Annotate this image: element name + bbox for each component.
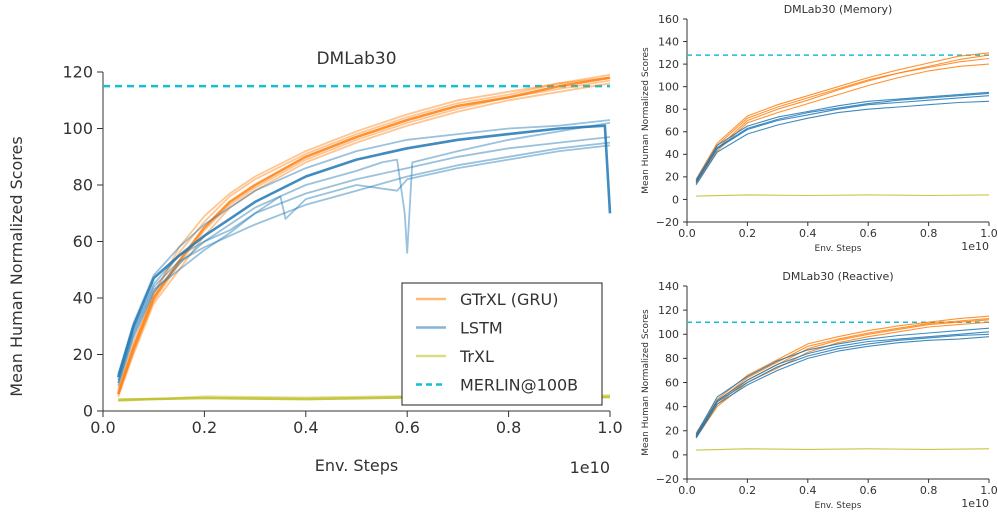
y-tick-label: 0	[672, 449, 679, 462]
y-tick-label: 60	[665, 376, 679, 389]
x-axis-multiplier: 1e10	[961, 497, 989, 510]
y-tick-label: 40	[665, 148, 679, 161]
x-tick-label: 0.4	[799, 227, 817, 240]
x-tick-label: 0.8	[920, 227, 938, 240]
series-line	[695, 331, 990, 436]
legend-box	[401, 282, 603, 406]
y-tick-label: −20	[656, 473, 679, 486]
series-line	[695, 54, 990, 183]
legend-label: GTrXL (GRU)	[460, 290, 559, 309]
x-tick-label: 0.8	[496, 418, 521, 437]
legend: GTrXL (GRU) LSTM TrXL MERLIN@100B	[401, 282, 603, 406]
legend-label: TrXL	[459, 347, 494, 366]
series-line	[695, 318, 990, 436]
x-tick-label: 0.2	[739, 484, 757, 497]
x-tick-label: 0.0	[678, 484, 696, 497]
series-line	[695, 327, 990, 435]
y-tick-label: 60	[73, 232, 93, 251]
chart-title: DMLab30 (Memory)	[784, 3, 893, 16]
chart-title: DMLab30 (Reactive)	[782, 270, 893, 283]
chart-0: 0.0 0.2 0.4 0.6 0.8 1.0 0 20 40 60 80 100 120 DMLab30…	[7, 49, 623, 477]
x-tick-label: 1.0	[980, 484, 998, 497]
y-tick-label: 60	[665, 126, 679, 139]
series-line	[117, 144, 611, 384]
series-line	[117, 82, 611, 398]
series-line	[117, 73, 611, 392]
series-line	[695, 333, 990, 438]
x-tick-label: 0.6	[859, 484, 877, 497]
y-tick-label: 120	[62, 63, 93, 82]
x-tick-label: 0.4	[799, 484, 817, 497]
series-line	[695, 91, 990, 181]
y-tick-label: 80	[665, 352, 679, 365]
y-axis-label: Mean Human Normalized Scores	[7, 136, 26, 396]
series-line	[695, 63, 990, 184]
y-tick-label: 40	[665, 400, 679, 413]
series-line	[117, 141, 611, 384]
series-line	[117, 119, 611, 375]
series-line	[695, 92, 990, 182]
y-tick-label: 20	[665, 171, 679, 184]
y-tick-label: 120	[658, 58, 679, 71]
x-tick-label: 0.4	[293, 418, 318, 437]
y-tick-label: 100	[658, 328, 679, 341]
x-axis-multiplier: 1e10	[570, 458, 610, 477]
series-line	[117, 122, 611, 386]
y-tick-label: 140	[658, 35, 679, 48]
series-line	[695, 315, 990, 434]
series-line	[116, 124, 612, 378]
legend-label: MERLIN@100B	[460, 376, 578, 395]
y-tick-label: 140	[658, 280, 679, 293]
chart-1: 0.0 0.2 0.4 0.6 0.8 1.0 −20 0 20 40 60 80 100 120 140 1…	[641, 3, 998, 254]
x-tick-label: 1.0	[980, 227, 998, 240]
legend-label: LSTM	[460, 319, 503, 338]
series-line	[695, 100, 990, 186]
y-tick-label: 80	[73, 176, 93, 195]
x-tick-label: 0.0	[678, 227, 696, 240]
x-tick-label: 0.6	[394, 418, 419, 437]
series-line	[117, 79, 611, 395]
y-tick-label: 160	[658, 13, 679, 26]
series-line	[695, 336, 990, 439]
x-tick-label: 0.6	[859, 227, 877, 240]
series-line	[695, 57, 990, 182]
x-tick-label: 1.0	[597, 418, 622, 437]
series-line	[695, 52, 990, 180]
series-line	[695, 321, 990, 439]
y-axis-label: Mean Human Normalized Scores	[641, 47, 651, 194]
series-line	[116, 76, 611, 395]
x-axis-multiplier: 1e10	[961, 240, 989, 253]
x-tick-label: 0.2	[739, 227, 757, 240]
y-tick-label: 100	[658, 81, 679, 94]
chart-title: DMLab30	[316, 49, 396, 69]
y-tick-label: 100	[62, 119, 93, 138]
series-line	[696, 194, 990, 197]
x-axis-label: Env. Steps	[815, 244, 862, 254]
series-line	[117, 76, 611, 389]
y-tick-label: 0	[83, 402, 93, 421]
y-tick-label: 0	[672, 193, 679, 206]
x-tick-label: 0.2	[192, 418, 217, 437]
chart-2: 0.0 0.2 0.4 0.6 0.8 1.0 −20 0 20 40 60 80 100 120 140 D…	[641, 270, 998, 511]
x-axis-label: Env. Steps	[315, 456, 398, 475]
x-axis-label: Env. Steps	[815, 501, 862, 511]
y-axis-label: Mean Human Normalized Scores	[641, 309, 651, 456]
series-line	[695, 319, 990, 438]
y-tick-label: 20	[73, 345, 93, 364]
y-tick-label: 120	[658, 304, 679, 317]
series-line	[117, 136, 611, 381]
y-tick-label: −20	[656, 216, 679, 229]
x-tick-label: 0.0	[90, 418, 115, 437]
y-tick-label: 40	[73, 289, 93, 308]
series-line	[696, 448, 990, 451]
y-tick-label: 20	[665, 425, 679, 438]
series-line	[695, 95, 990, 183]
x-tick-label: 0.8	[920, 484, 938, 497]
y-tick-label: 80	[665, 103, 679, 116]
